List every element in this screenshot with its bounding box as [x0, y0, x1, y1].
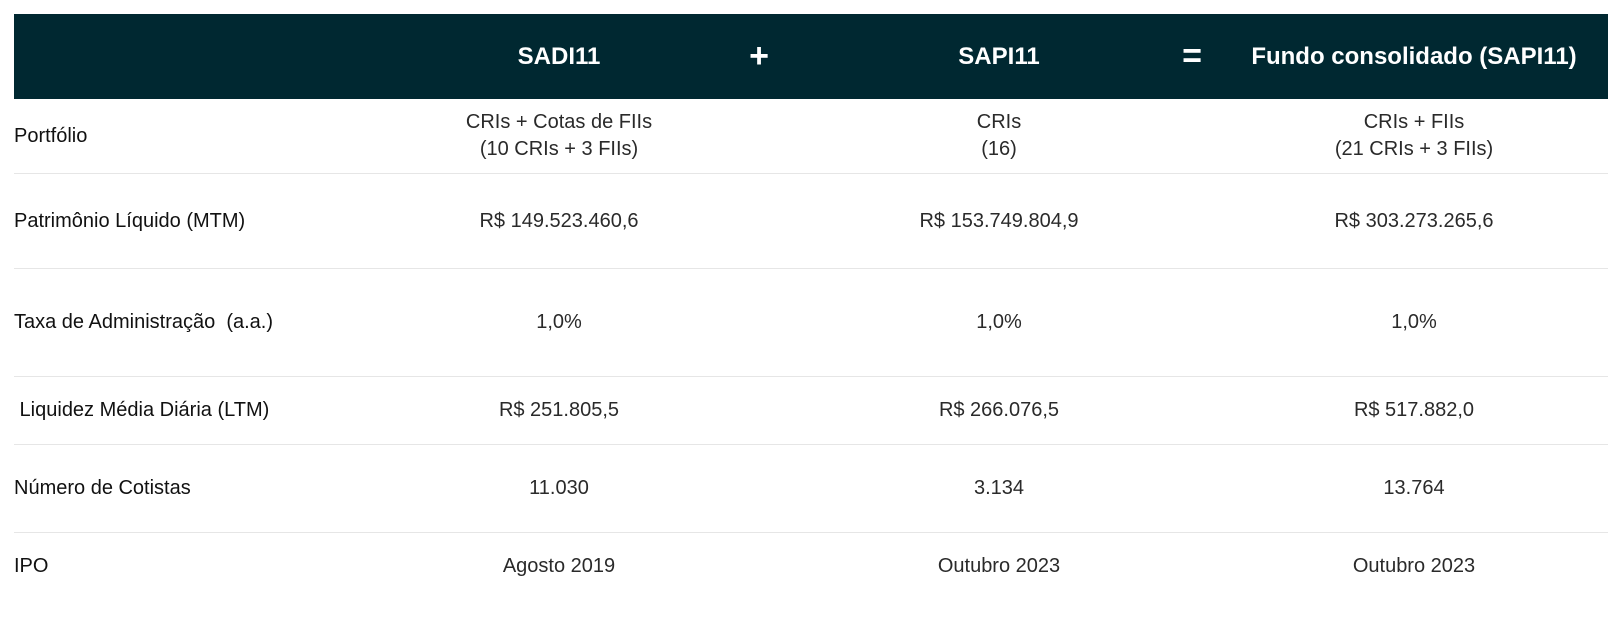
row-label: Taxa de Administração (a.a.) [14, 311, 274, 333]
cell-line: (21 CRIs + 3 FIIs) [1334, 138, 1494, 160]
table-row-net-worth: Patrimônio Líquido (MTM) R$ 149.523.460,… [14, 174, 1608, 269]
liquidity-consolidated: R$ 517.882,0 [1353, 399, 1475, 421]
shareholders-sadi11: 11.030 [529, 477, 589, 499]
row-label: Patrimônio Líquido (MTM) [14, 209, 246, 232]
plus-operator: + [749, 37, 769, 75]
table-row-portfolio: Portfólio CRIs + Cotas de FIIs (10 CRIs … [14, 99, 1608, 174]
portfolio-sapi11: CRIs (16) [784, 99, 1214, 173]
table-row-liquidity: Liquidez Média Diária (LTM) R$ 251.805,5… [14, 377, 1608, 445]
header-sadi11: SADI11 [517, 42, 601, 70]
admin-fee-consolidated: 1,0% [1391, 311, 1437, 333]
ipo-sapi11: Outubro 2023 [937, 554, 1061, 577]
cell-line: CRIs + FIIs [1363, 111, 1465, 133]
table-row-shareholders: Número de Cotistas 11.030 3.134 13.764 [14, 445, 1608, 533]
header-consolidated-fund: Fundo consolidado (SAPI11) [1251, 42, 1577, 70]
liquidity-sapi11: R$ 266.076,5 [938, 399, 1060, 421]
admin-fee-sadi11: 1,0% [536, 311, 582, 333]
admin-fee-sapi11: 1,0% [976, 311, 1022, 333]
table-row-ipo: IPO Agosto 2019 Outubro 2023 Outubro 202… [14, 533, 1608, 599]
ipo-consolidated: Outubro 2023 [1352, 554, 1476, 577]
fund-comparison-table: SADI11 + SAPI11 = Fundo consolidado (SAP… [14, 14, 1608, 599]
cell-line: CRIs [976, 111, 1022, 133]
net-worth-sadi11: R$ 149.523.460,6 [479, 209, 639, 232]
portfolio-sadi11: CRIs + Cotas de FIIs (10 CRIs + 3 FIIs) [344, 99, 774, 173]
cell-line: (10 CRIs + 3 FIIs) [479, 138, 639, 160]
portfolio-consolidated: CRIs + FIIs (21 CRIs + 3 FIIs) [1214, 99, 1614, 173]
ipo-sadi11: Agosto 2019 [502, 554, 616, 577]
table-row-admin-fee: Taxa de Administração (a.a.) 1,0% 1,0% 1… [14, 269, 1608, 377]
cell-line: (16) [981, 138, 1017, 160]
header-sapi11: SAPI11 [958, 42, 1040, 70]
table-header: SADI11 + SAPI11 = Fundo consolidado (SAP… [14, 14, 1608, 99]
net-worth-sapi11: R$ 153.749.804,9 [919, 209, 1079, 232]
row-label: Liquidez Média Diária (LTM) [14, 399, 270, 421]
row-label: Portfólio [14, 124, 88, 147]
row-label: Número de Cotistas [14, 477, 191, 499]
shareholders-consolidated: 13.764 [1383, 477, 1445, 499]
row-label: IPO [14, 554, 49, 577]
cell-line: CRIs + Cotas de FIIs [465, 111, 653, 133]
liquidity-sadi11: R$ 251.805,5 [498, 399, 620, 421]
net-worth-consolidated: R$ 303.273.265,6 [1334, 209, 1494, 232]
equals-operator: = [1182, 37, 1202, 75]
shareholders-sapi11: 3.134 [973, 477, 1025, 499]
